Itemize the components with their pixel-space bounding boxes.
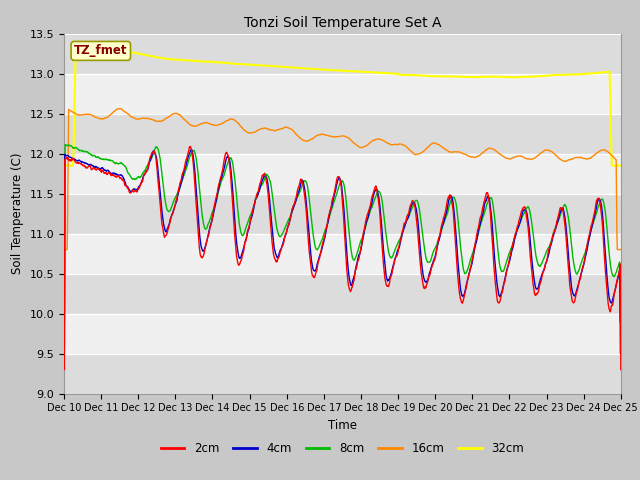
Bar — [64, 274, 621, 313]
Bar — [64, 193, 621, 234]
X-axis label: Time: Time — [328, 419, 357, 432]
Bar — [64, 354, 621, 394]
Bar — [64, 154, 621, 193]
Bar — [64, 34, 621, 73]
Legend: 2cm, 4cm, 8cm, 16cm, 32cm: 2cm, 4cm, 8cm, 16cm, 32cm — [156, 437, 529, 460]
Title: Tonzi Soil Temperature Set A: Tonzi Soil Temperature Set A — [244, 16, 441, 30]
Bar — [64, 234, 621, 274]
Y-axis label: Soil Temperature (C): Soil Temperature (C) — [11, 153, 24, 275]
Bar — [64, 114, 621, 154]
Bar — [64, 313, 621, 354]
Text: TZ_fmet: TZ_fmet — [74, 44, 127, 58]
Bar — [64, 73, 621, 114]
